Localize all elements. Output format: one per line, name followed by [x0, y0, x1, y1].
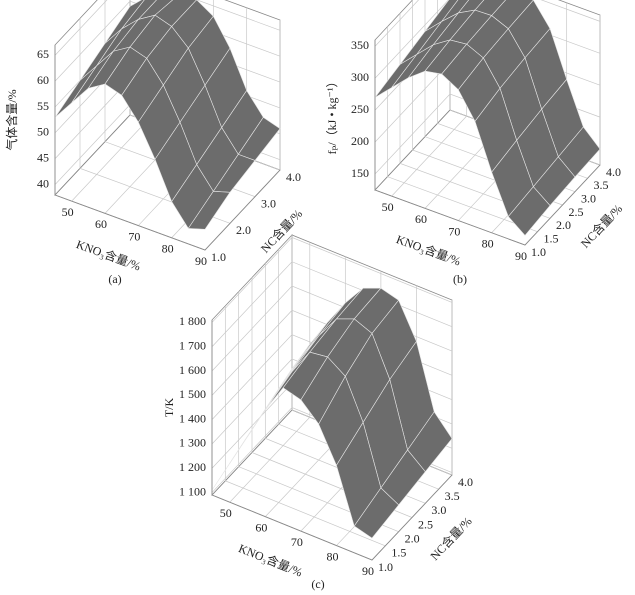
- z-tick-label: 40: [37, 176, 49, 190]
- y-axis-label: NC含量/%: [257, 206, 305, 256]
- y-axis-label: NC含量/%: [577, 201, 625, 251]
- z-tick-label: 45: [37, 151, 49, 165]
- z-axis-label: 气体含量/%: [4, 89, 19, 150]
- x-tick-label: 80: [326, 549, 338, 563]
- y-tick-label: 1.0: [211, 250, 226, 264]
- y-tick-label: 3.0: [431, 503, 446, 517]
- y-tick-label: 3.5: [445, 489, 460, 503]
- z-tick-label: 1 300: [179, 436, 206, 450]
- z-tick-label: 1 400: [179, 411, 206, 425]
- x-tick-label: 70: [448, 224, 460, 238]
- axis-edge: [211, 320, 453, 561]
- axis-edge: [54, 45, 281, 251]
- caption: (b): [453, 272, 467, 286]
- x-tick-label: 80: [482, 237, 494, 251]
- z-tick-label: 50: [37, 125, 49, 139]
- y-grid-line: [399, 13, 551, 219]
- y-tick-label: 2.5: [418, 517, 433, 531]
- surface-patch: [507, 186, 551, 236]
- z-axis-label: fₚ/（kJ • kg⁻¹）: [325, 76, 339, 155]
- y-tick-label: 2.0: [236, 223, 251, 237]
- y-tick-label: 1.5: [391, 546, 406, 560]
- x-tick-label: 60: [255, 520, 267, 534]
- y-tick-label: 3.5: [594, 178, 609, 192]
- y-axis-label: NC含量/%: [427, 513, 475, 563]
- y-tick-label: 2.0: [556, 218, 571, 232]
- x-tick-label: 80: [162, 242, 174, 256]
- z-tick-label: 200: [351, 134, 369, 148]
- y-tick-label: 4.0: [606, 165, 621, 179]
- z-tick-label: 1 200: [179, 460, 206, 474]
- y-tick-label: 4.0: [286, 170, 301, 184]
- z-tick-label: 350: [351, 38, 369, 52]
- y-tick-label: 2.5: [569, 205, 584, 219]
- x-tick-label: 70: [128, 229, 140, 243]
- x-tick-label: 60: [415, 212, 427, 226]
- z-tick-label: 1 700: [179, 338, 206, 352]
- z-tick-label: 250: [351, 102, 369, 116]
- z-tick-label: 1 800: [179, 314, 206, 328]
- y-grid-line: [224, 305, 386, 547]
- y-tick-label: 1.0: [378, 560, 393, 574]
- y-tick-label: 2.0: [405, 531, 420, 545]
- x-tick-label: 50: [62, 205, 74, 219]
- y-tick-label: 3.0: [261, 196, 276, 210]
- z-axis-label: T/K: [162, 398, 176, 418]
- x-tick-label: 50: [220, 506, 232, 520]
- y-tick-label: 1.0: [531, 245, 546, 259]
- y-tick-label: 4.0: [458, 475, 473, 489]
- x-tick-label: 60: [95, 217, 107, 231]
- surface-patch: [353, 487, 400, 539]
- x-tick-label: 90: [195, 254, 207, 268]
- surface-patch: [187, 191, 231, 230]
- z-tick-label: 1 500: [179, 387, 206, 401]
- y-grid-line: [238, 291, 399, 532]
- z-tick-label: 150: [351, 166, 369, 180]
- x-tick-label: 50: [382, 200, 394, 214]
- z-tick-label: 60: [37, 73, 49, 87]
- y-tick-label: 1.5: [544, 231, 559, 245]
- y-tick-label: 3.0: [581, 191, 596, 205]
- z-tick-label: 55: [37, 99, 49, 113]
- x-tick-label: 90: [515, 249, 527, 263]
- y-grid-line: [387, 26, 538, 232]
- z-tick-label: 300: [351, 70, 369, 84]
- z-tick-label: 1 100: [179, 484, 206, 498]
- z-tick-label: 65: [37, 47, 49, 61]
- x-tick-label: 70: [291, 535, 303, 549]
- axis-edge: [374, 40, 601, 246]
- surface-patch: [54, 65, 97, 118]
- x-tick-label: 90: [362, 564, 374, 578]
- caption: (a): [108, 272, 121, 286]
- z-tick-label: 1 600: [179, 363, 206, 377]
- caption: (c): [311, 577, 324, 591]
